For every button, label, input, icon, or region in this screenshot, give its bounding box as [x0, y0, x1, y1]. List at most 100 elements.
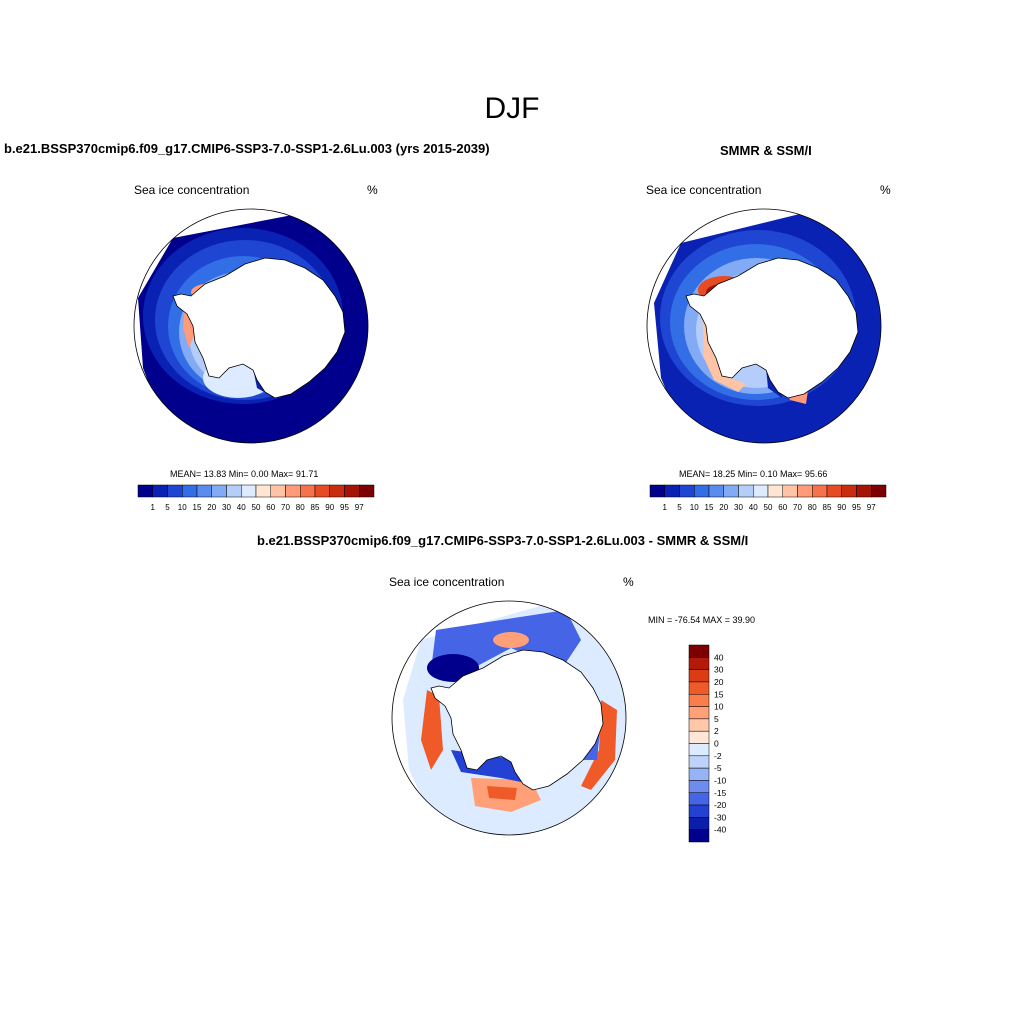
colorbar-tick-label: 97	[867, 503, 876, 512]
colorbar-tick-label: 15	[714, 689, 724, 699]
colorbar-tick-label: 10	[690, 503, 699, 512]
colorbar-tick-label: 60	[266, 503, 275, 512]
colorbar-swatch	[826, 484, 842, 498]
colorbar-tick-label: 0	[714, 739, 719, 749]
colorbar-swatch	[688, 681, 710, 695]
colorbar-swatch	[285, 484, 301, 498]
panel1-stats: MEAN= 13.83 Min= 0.00 Max= 91.71	[170, 469, 319, 479]
panel3-east-red	[581, 700, 617, 790]
colorbar-tick-label: -40	[714, 825, 727, 835]
colorbar-tick-label: 40	[714, 652, 724, 662]
panel3-stats: MIN = -76.54 MAX = 39.90	[648, 615, 756, 625]
panel3-variable: Sea ice concentration	[389, 575, 505, 589]
colorbar-swatch	[255, 484, 271, 498]
colorbar-tick-label: -20	[714, 800, 727, 810]
colorbar-tick-label: 60	[778, 503, 787, 512]
panel3-units: %	[623, 575, 634, 589]
colorbar-swatch	[782, 484, 798, 498]
colorbar-tick-label: -30	[714, 812, 727, 822]
colorbar-swatch	[664, 484, 680, 498]
colorbar-tick-label: 80	[808, 503, 817, 512]
colorbar-swatch	[856, 484, 872, 498]
panel3-ring-red-north	[493, 632, 529, 648]
colorbar-swatch	[841, 484, 857, 498]
colorbar-tick-label: -15	[714, 788, 727, 798]
colorbar-tick-label: 40	[749, 503, 758, 512]
colorbar-swatch	[300, 484, 316, 498]
panel3-title: b.e21.BSSP370cmip6.f09_g17.CMIP6-SSP3-7.…	[257, 533, 749, 548]
figure-title: DJF	[484, 92, 540, 125]
colorbar-swatch	[688, 644, 710, 658]
colorbar-tick-label: 1	[151, 503, 156, 512]
colorbar-tick-label: 85	[311, 503, 320, 512]
colorbar-tick-label: 30	[222, 503, 231, 512]
colorbar-swatch	[688, 669, 710, 683]
colorbar-swatch	[797, 484, 813, 498]
colorbar-swatch	[688, 817, 710, 830]
colorbar-tick-label: 90	[325, 503, 334, 512]
colorbar-tick-label: 10	[178, 503, 187, 512]
colorbar-swatch	[688, 792, 710, 806]
colorbar-tick-label: 5	[677, 503, 682, 512]
colorbar-swatch	[688, 804, 710, 818]
panel2-colorbar: 1 5 10 15 20 30 40 50 60 70 80 85 90 95 97	[649, 484, 887, 512]
colorbar-swatch	[314, 484, 330, 498]
colorbar-swatch	[738, 484, 754, 498]
colorbar-tick-label: 70	[793, 503, 802, 512]
colorbar-swatch	[167, 484, 183, 498]
colorbar-swatch	[241, 484, 257, 498]
colorbar-swatch	[344, 484, 360, 498]
colorbar-swatch	[270, 484, 286, 498]
colorbar-tick-label: 15	[193, 503, 202, 512]
colorbar-swatch	[182, 484, 198, 498]
colorbar-swatch	[688, 657, 710, 670]
panel2-antarctica	[685, 257, 859, 399]
colorbar-tick-label: 5	[714, 714, 719, 724]
colorbar-swatch	[211, 484, 227, 498]
colorbar-tick-label: 85	[823, 503, 832, 512]
colorbar-swatch	[152, 484, 168, 498]
colorbar-tick-label: -2	[714, 751, 722, 761]
colorbar-swatch	[708, 484, 724, 498]
colorbar-tick-label: 15	[705, 503, 714, 512]
colorbar-swatch	[359, 484, 375, 498]
colorbar-swatch	[688, 755, 710, 769]
colorbar-tick-label: 40	[237, 503, 246, 512]
panel2-stats: MEAN= 18.25 Min= 0.10 Max= 95.66	[679, 469, 828, 479]
colorbar-swatch	[688, 829, 710, 843]
panel1-antarctica	[172, 257, 346, 399]
colorbar-tick-label: 30	[734, 503, 743, 512]
colorbar-tick-label: -10	[714, 775, 727, 785]
colorbar-tick-label: 95	[852, 503, 861, 512]
colorbar-swatch	[329, 484, 345, 498]
colorbar-tick-label: 2	[714, 726, 719, 736]
colorbar-swatch	[767, 484, 783, 498]
colorbar-swatch	[688, 743, 710, 757]
colorbar-swatch	[137, 484, 153, 498]
colorbar-tick-label: 70	[281, 503, 290, 512]
panel3-south-red-core	[487, 786, 517, 800]
colorbar-swatch	[812, 484, 828, 498]
colorbar-tick-label: 10	[714, 702, 724, 712]
panel1-colorbar: 1 5 10 15 20 30 40 50 60 70 80 85 90 95 97	[137, 484, 375, 512]
colorbar-tick-label: 20	[207, 503, 216, 512]
panel1-title: b.e21.BSSP370cmip6.f09_g17.CMIP6-SSP3-7.…	[4, 141, 490, 156]
colorbar-swatch	[723, 484, 739, 498]
colorbar-swatch	[196, 484, 212, 498]
colorbar-tick-label: 1	[663, 503, 668, 512]
colorbar-tick-label: 50	[252, 503, 261, 512]
panel3-antarctica	[430, 649, 604, 791]
colorbar-swatch	[871, 484, 887, 498]
panel1-polar-map	[133, 208, 369, 444]
colorbar-swatch	[649, 484, 665, 498]
colorbar-swatch	[688, 780, 710, 793]
colorbar-swatch	[679, 484, 695, 498]
panel2-polar-map	[646, 208, 882, 444]
colorbar-tick-label: 50	[764, 503, 773, 512]
colorbar-tick-label: 97	[355, 503, 364, 512]
colorbar-tick-label: -5	[714, 763, 722, 773]
colorbar-tick-label: 80	[296, 503, 305, 512]
colorbar-swatch	[688, 730, 710, 744]
colorbar-tick-label: 90	[837, 503, 846, 512]
